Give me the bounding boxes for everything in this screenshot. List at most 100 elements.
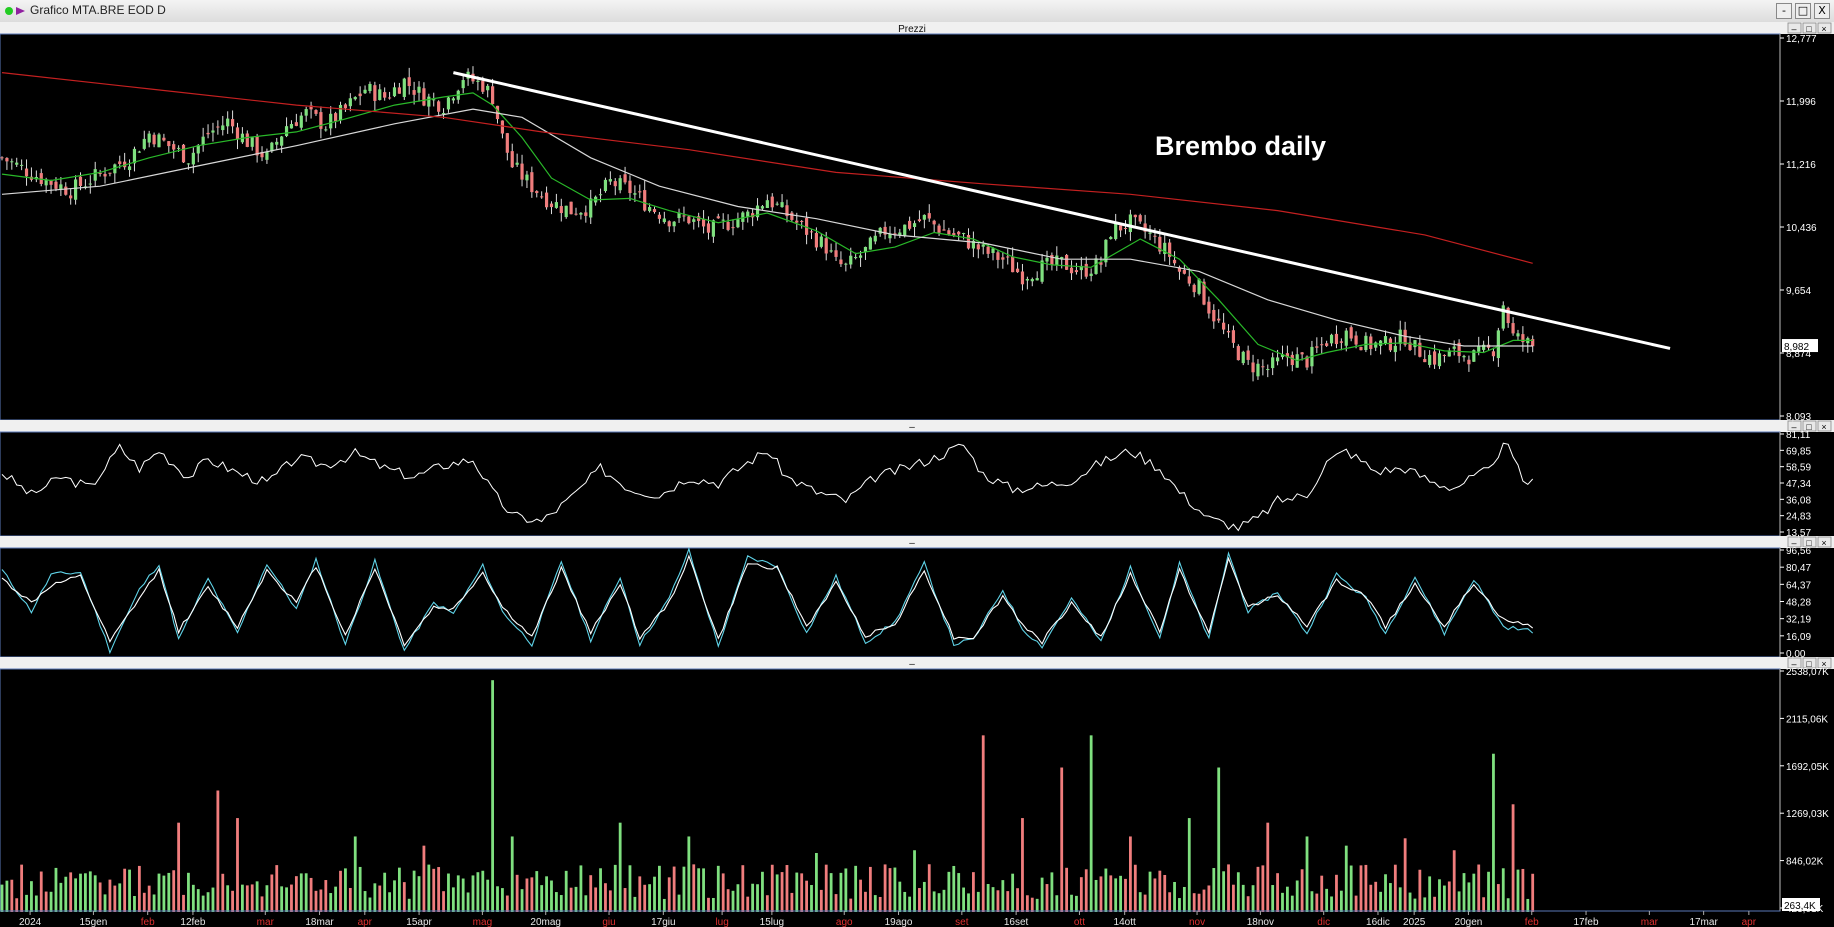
volume-bar <box>1501 868 1505 912</box>
candle-up <box>1114 223 1118 240</box>
volume-bar <box>711 897 715 912</box>
candle-up <box>898 232 902 236</box>
pane-button-stoch-1[interactable] <box>1802 536 1817 548</box>
candle-up <box>417 86 421 93</box>
pane-button-price-2[interactable] <box>1817 22 1832 34</box>
volume-bar <box>530 877 534 912</box>
candle-up <box>226 118 230 127</box>
volume-bar <box>505 895 509 912</box>
volume-bar <box>942 889 946 912</box>
pane-frame-rsi <box>0 431 1781 537</box>
candle-up <box>353 97 357 100</box>
volume-bar <box>1496 884 1500 912</box>
pane-header-volume[interactable] <box>0 657 1834 669</box>
volume-bar <box>1393 864 1397 912</box>
candle-up <box>755 205 760 218</box>
volume-bar <box>231 890 234 912</box>
volume-bar <box>1325 888 1329 912</box>
candle-down <box>162 137 166 141</box>
volume-bar <box>69 872 73 912</box>
candle-up <box>760 206 765 209</box>
pane-button-rsi-1[interactable] <box>1802 420 1817 432</box>
candle-up <box>147 133 151 143</box>
pane-button-price-0[interactable] <box>1787 22 1802 34</box>
volume-bar <box>721 873 725 912</box>
maximize-button[interactable]: □ <box>1795 3 1811 19</box>
candle-up <box>692 219 696 222</box>
pane-header-price[interactable] <box>0 22 1834 34</box>
candle-up <box>275 141 279 145</box>
candle-down <box>108 172 112 174</box>
volume-bar <box>1276 873 1279 912</box>
candle-up <box>1472 350 1476 362</box>
volume-bar <box>1408 892 1412 912</box>
volume-bar <box>363 891 367 912</box>
chart-canvas[interactable]: Prezzi – □ ×– – □ ×– – □ ×– – □ ×12,77711,99611,2161… <box>0 22 1834 927</box>
volume-bar <box>348 887 352 912</box>
xtick-label: 19ago <box>885 917 913 927</box>
candle-up <box>1477 345 1481 352</box>
volume-bar <box>810 885 813 912</box>
candle-down <box>957 231 961 235</box>
candle-up <box>878 227 882 234</box>
pane-title-price: Prezzi <box>898 24 926 35</box>
app-icon <box>5 7 25 15</box>
volume-bar <box>1104 868 1108 912</box>
volume-bar <box>893 867 897 912</box>
trendline[interactable] <box>453 71 1671 350</box>
candle-down <box>1006 256 1010 258</box>
volume-bar <box>1246 896 1250 912</box>
volume-bar <box>829 873 833 912</box>
pane-button-price-1[interactable] <box>1802 22 1817 34</box>
minimize-button[interactable]: - <box>1776 3 1792 19</box>
candle-up <box>603 179 608 192</box>
close-button[interactable]: X <box>1814 3 1830 19</box>
candle-down <box>245 133 249 147</box>
pane-button-stoch-2[interactable] <box>1817 536 1832 548</box>
candle-up <box>746 211 750 217</box>
volume-bar <box>496 886 499 912</box>
candle-up <box>1447 350 1451 357</box>
xtick-label: 2025 <box>1403 917 1426 927</box>
volume-bar <box>584 895 588 912</box>
ytick-label-price: 11,996 <box>1786 97 1816 108</box>
pane-button-volume-2[interactable] <box>1817 657 1832 669</box>
volume-bar <box>849 898 853 912</box>
pane-button-volume-0[interactable] <box>1787 657 1802 669</box>
pane-button-volume-1[interactable] <box>1802 657 1817 669</box>
candle-up <box>221 125 225 131</box>
candle-up <box>849 255 853 265</box>
candle-up <box>1266 369 1270 371</box>
ytick-label-volume: 1692,05K <box>1786 762 1829 773</box>
volume-bar <box>25 894 28 912</box>
candle-up <box>1516 333 1520 337</box>
volume-bar <box>1418 869 1422 912</box>
candle-down <box>294 122 298 126</box>
candle-up <box>1501 305 1505 329</box>
pane-button-rsi-0[interactable] <box>1787 420 1802 432</box>
volume-bar <box>358 866 362 912</box>
candle-down <box>1300 352 1304 355</box>
volume-bar <box>1349 865 1353 912</box>
pane-header-rsi[interactable] <box>0 420 1834 432</box>
volume-bar <box>216 790 220 912</box>
volume-bar <box>1300 869 1304 912</box>
volume-bar <box>1168 892 1172 912</box>
ytick-label-volume: 2115,06K <box>1786 714 1828 725</box>
pane-button-rsi-2[interactable] <box>1817 420 1832 432</box>
candle-down <box>230 119 235 127</box>
candle-down <box>118 161 122 165</box>
volume-bar <box>800 873 804 912</box>
xtick-label: feb <box>141 917 155 927</box>
pane-button-stoch-0[interactable] <box>1787 536 1802 548</box>
candle-down <box>260 152 264 158</box>
title-bar[interactable]: Grafico MTA.BRE EOD D - □ X <box>0 0 1834 23</box>
candle-up <box>93 169 97 181</box>
volume-bar <box>795 872 799 912</box>
volume-bar <box>157 873 161 912</box>
candle-down <box>505 133 509 153</box>
candle-down <box>839 259 843 265</box>
volume-bar <box>162 875 166 912</box>
pane-header-stoch[interactable] <box>0 536 1834 548</box>
